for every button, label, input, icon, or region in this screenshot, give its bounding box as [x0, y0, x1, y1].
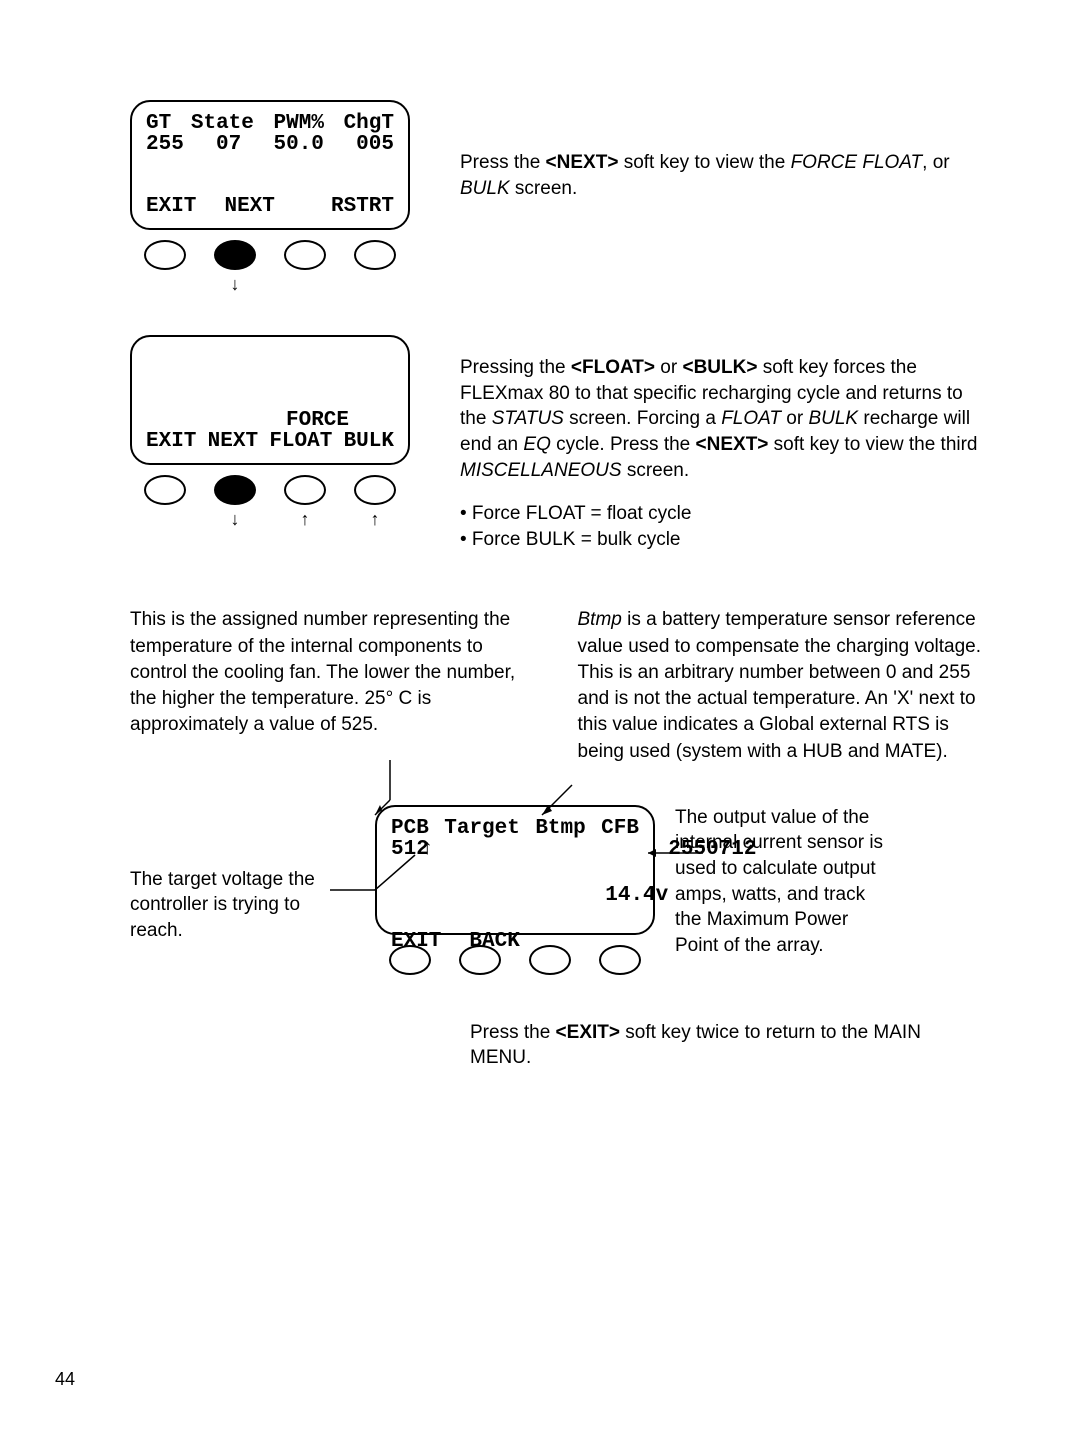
- text: is a battery temperature sensor referenc…: [578, 609, 982, 761]
- value: ↑ 14.4v: [429, 838, 668, 930]
- lcd-block-2: FORCE EXIT NEXT FLOAT BULK ↓ ↑ ↑: [130, 335, 410, 530]
- screen-name: STATUS: [492, 408, 564, 429]
- force-label: FORCE: [191, 409, 349, 432]
- section-1: GT State PWM% ChgT 255 07 50.0 005 EXIT …: [130, 100, 985, 295]
- softkey-label: BULK: [344, 430, 394, 453]
- softkey-label: EXIT: [146, 195, 196, 218]
- text: cycle. Press the: [551, 434, 696, 455]
- arrow-row-1: ↓: [130, 274, 410, 295]
- button: [144, 240, 186, 270]
- down-arrow-icon: ↓: [216, 509, 254, 530]
- text: screen.: [622, 460, 690, 481]
- softkey-label: EXIT: [391, 930, 441, 953]
- softkey-label: FLOAT: [269, 430, 332, 453]
- value: 255: [146, 133, 184, 156]
- screen-name: MISCELLANEOUS: [460, 460, 622, 481]
- lcd-screen-1: GT State PWM% ChgT 255 07 50.0 005 EXIT …: [130, 100, 410, 230]
- term: Btmp: [578, 609, 622, 630]
- col-header: GT: [146, 112, 171, 135]
- col-header: CFB: [601, 817, 639, 840]
- bottom-note: Press the <EXIT> soft key twice to retur…: [470, 1020, 985, 1071]
- target-note: The target voltage the controller is try…: [130, 805, 355, 944]
- up-arrow-icon: ↑: [356, 509, 394, 530]
- text: screen. Forcing a: [564, 408, 721, 429]
- button: [144, 475, 186, 505]
- text: or: [655, 357, 682, 378]
- key-ref: <BULK>: [682, 357, 757, 378]
- screen2-note: Pressing the <FLOAT> or <BULK> soft key …: [460, 335, 985, 552]
- screen-name: FLOAT: [721, 408, 781, 429]
- text: or: [781, 408, 808, 429]
- value-text: 14.4v: [605, 884, 668, 907]
- text: soft key to view the third: [768, 434, 977, 455]
- text: Pressing the: [460, 357, 571, 378]
- value: 005: [356, 133, 394, 156]
- softkey-label: NEXT: [224, 195, 274, 218]
- lcd-screen-2: FORCE EXIT NEXT FLOAT BULK: [130, 335, 410, 465]
- value: 255: [668, 838, 706, 930]
- button-pressed: [214, 475, 256, 505]
- key-ref: <NEXT>: [546, 152, 619, 173]
- softkey-label: RSTRT: [331, 195, 394, 218]
- button-row-1: [130, 240, 410, 270]
- softkey-label: EXIT: [146, 430, 196, 453]
- bullet-1: • Force FLOAT = float cycle: [460, 501, 985, 527]
- col-header: PCB: [391, 817, 429, 840]
- up-arrow-icon: ↑: [421, 838, 434, 861]
- button: [354, 240, 396, 270]
- lcd-block-3-wrapper: The target voltage the controller is try…: [130, 805, 985, 975]
- arrow-row-2: ↓ ↑ ↑: [130, 509, 410, 530]
- text: screen.: [510, 178, 578, 199]
- col-header: Target: [444, 817, 520, 840]
- col-header: PWM%: [274, 112, 324, 135]
- value: 0712: [706, 838, 756, 930]
- text: soft key to view the: [618, 152, 790, 173]
- button: [354, 475, 396, 505]
- text: , or: [922, 152, 949, 173]
- lcd-screen-3: PCB Target Btmp CFB 512 ↑ 14.4v 255 0712: [375, 805, 655, 935]
- btmp-explanation: Btmp is a battery temperature sensor ref…: [578, 607, 986, 764]
- screen-name: EQ: [523, 434, 550, 455]
- screen-name: BULK: [808, 408, 858, 429]
- softkey-label: NEXT: [208, 430, 258, 453]
- button-pressed: [214, 240, 256, 270]
- key-ref: <NEXT>: [696, 434, 769, 455]
- bullet-2: • Force BULK = bulk cycle: [460, 527, 985, 553]
- screen-name: FORCE FLOAT: [791, 152, 923, 173]
- section-3: This is the assigned number representing…: [130, 607, 985, 1071]
- col-header: ChgT: [344, 112, 394, 135]
- text: Press the: [470, 1022, 556, 1043]
- down-arrow-icon: ↓: [216, 274, 254, 295]
- screen-name: BULK: [460, 178, 510, 199]
- col-header: Btmp: [535, 817, 585, 840]
- button: [284, 240, 326, 270]
- lcd-block-1: GT State PWM% ChgT 255 07 50.0 005 EXIT …: [130, 100, 410, 295]
- pcb-explanation: This is the assigned number representing…: [130, 607, 538, 764]
- key-ref: <FLOAT>: [571, 357, 655, 378]
- softkey-label: BACK: [469, 930, 519, 953]
- value: 07: [216, 133, 241, 156]
- text: Press the: [460, 152, 546, 173]
- page-number: 44: [55, 1369, 75, 1390]
- up-arrow-icon: ↑: [286, 509, 324, 530]
- screen1-note: Press the <NEXT> soft key to view the FO…: [460, 100, 985, 201]
- value: 50.0: [274, 133, 324, 156]
- section-2: FORCE EXIT NEXT FLOAT BULK ↓ ↑ ↑: [130, 335, 985, 552]
- col-header: State: [191, 112, 254, 135]
- button-row-2: [130, 475, 410, 505]
- key-ref: <EXIT>: [556, 1022, 620, 1043]
- button: [284, 475, 326, 505]
